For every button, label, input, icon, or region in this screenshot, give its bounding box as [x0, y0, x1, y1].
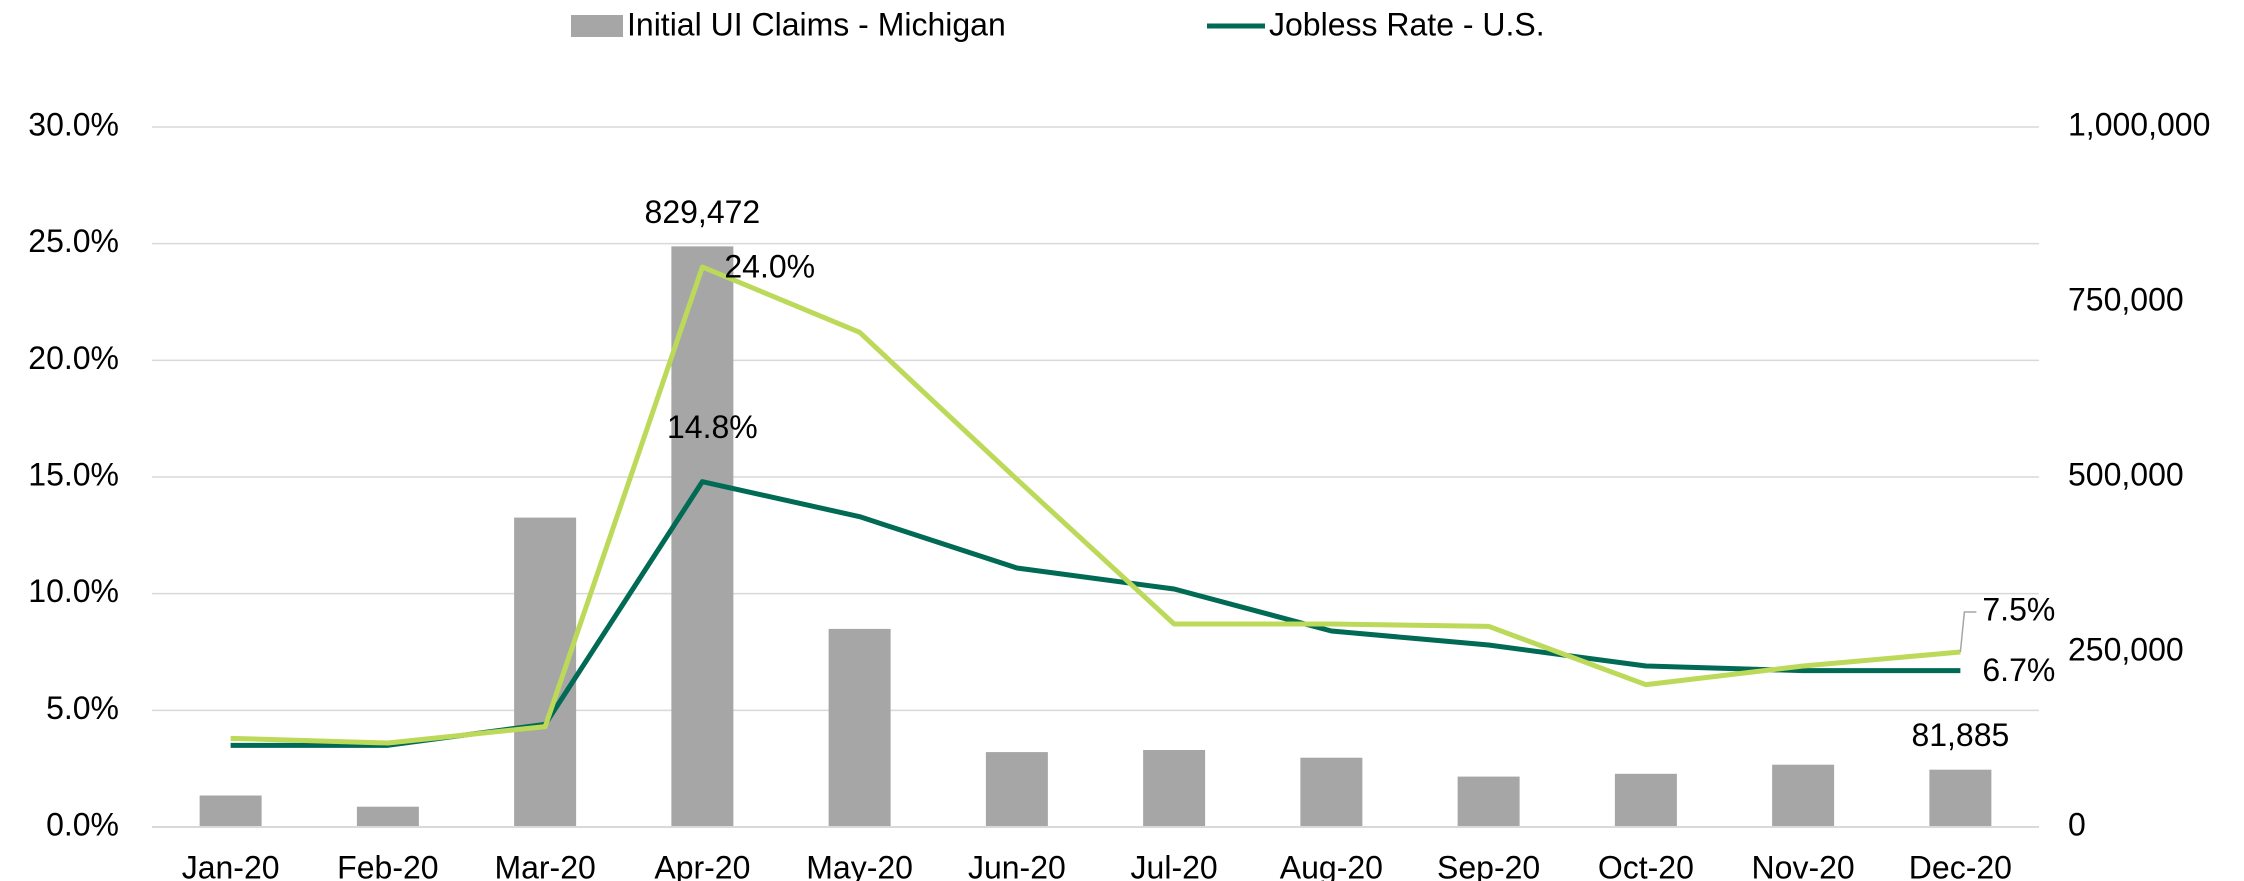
x-tick-label: Jan-20 — [182, 849, 280, 881]
bar — [1143, 750, 1206, 827]
y2-tick-label: 750,000 — [2068, 281, 2184, 317]
y-tick-label: 0.0% — [46, 806, 119, 842]
x-tick-label: Oct-20 — [1598, 849, 1694, 881]
x-tick-label: Jul-20 — [1131, 849, 1218, 881]
bar — [1772, 764, 1835, 827]
legend-swatch — [571, 15, 623, 37]
x-tick-label: Feb-20 — [337, 849, 438, 881]
bar — [514, 517, 577, 827]
line — [230, 479, 1961, 748]
data-label: 6.7% — [1982, 652, 2055, 688]
y-tick-label: 20.0% — [28, 340, 119, 376]
data-label: 24.0% — [724, 248, 815, 284]
x-tick-label: Nov-20 — [1752, 849, 1855, 881]
x-tick-label: Sep-20 — [1437, 849, 1540, 881]
bar — [1457, 776, 1520, 827]
bar — [1614, 773, 1677, 827]
y-tick-label: 10.0% — [28, 573, 119, 609]
bar — [828, 628, 891, 827]
data-label: 81,885 — [1911, 717, 2009, 753]
x-tick-label: Apr-20 — [654, 849, 750, 881]
line — [230, 264, 1961, 746]
x-tick-label: Mar-20 — [494, 849, 595, 881]
bar — [985, 752, 1048, 827]
y-tick-label: 25.0% — [28, 223, 119, 259]
x-tick-label: Dec-20 — [1909, 849, 2012, 881]
y2-tick-label: 500,000 — [2068, 456, 2184, 492]
x-tick-label: Jun-20 — [968, 849, 1066, 881]
bar — [671, 246, 734, 827]
legend-label: Initial UI Claims - Michigan — [627, 6, 1006, 42]
bar — [356, 806, 419, 827]
x-tick-label: May-20 — [806, 849, 913, 881]
bar — [199, 795, 262, 827]
bar — [1300, 757, 1363, 827]
bar — [1929, 769, 1992, 827]
x-tick-label: Aug-20 — [1280, 849, 1383, 881]
leader-line — [1959, 611, 1977, 653]
y2-tick-label: 0 — [2068, 806, 2086, 842]
legend-label: Jobless Rate - U.S. — [1269, 6, 1545, 42]
data-label: 14.8% — [667, 409, 758, 445]
data-label: 829,472 — [645, 194, 761, 230]
y2-tick-label: 1,000,000 — [2068, 106, 2210, 142]
data-label: 7.5% — [1982, 591, 2055, 627]
y2-tick-label: 250,000 — [2068, 631, 2184, 667]
y-tick-label: 5.0% — [46, 690, 119, 726]
y-tick-label: 15.0% — [28, 456, 119, 492]
y-tick-label: 30.0% — [28, 106, 119, 142]
